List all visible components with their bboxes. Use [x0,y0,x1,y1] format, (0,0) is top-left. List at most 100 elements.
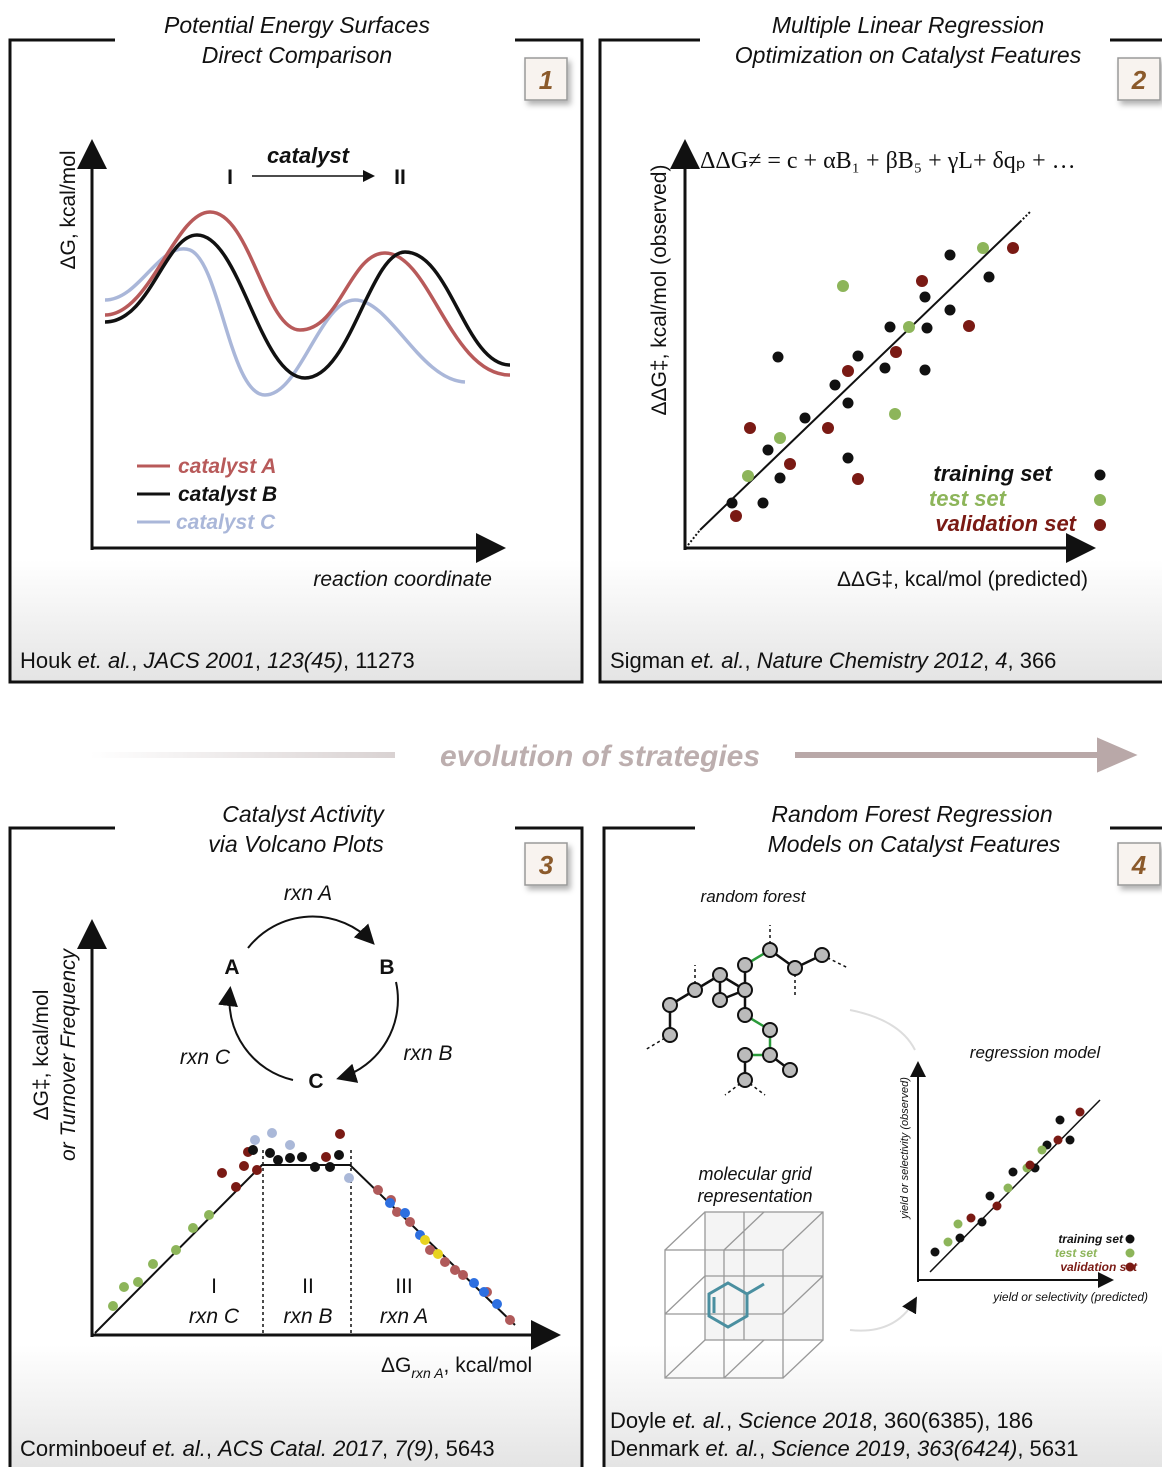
dot [903,321,915,333]
citation-part: , [872,1408,884,1433]
cycle-node: B [379,956,394,979]
legend-label: test set [929,486,1008,511]
dot [920,292,931,303]
graph-node [815,948,829,962]
reaction-label: rxn B [403,1042,452,1065]
dot [239,1161,249,1171]
dot [1095,470,1106,481]
grid-label: representation [697,1186,812,1206]
citation-part: Science [771,1436,849,1461]
graph-node [738,1008,752,1022]
dot [1056,1116,1065,1125]
dot [204,1210,214,1220]
forest-label: random forest [701,887,807,906]
dot [830,380,841,391]
state-label: II [394,166,406,189]
x-axis-label: yield or selectivity (predicted) [992,1290,1148,1304]
citation-part: JACS [143,648,201,673]
dot [1009,1168,1018,1177]
citation: Houk et. al., JACS 2001, 123(45), 11273 [20,648,415,673]
dot [458,1270,468,1280]
citation-part: Houk [20,648,77,673]
figure: 1 2 3 4 Potential Energy Surfaces Direct… [0,0,1162,1467]
dot [758,498,769,509]
strategy-label: evolution of strategies [440,740,760,773]
dot [1126,1235,1135,1244]
legend-label: training set [933,461,1053,486]
citation-part: et. al. [705,1436,759,1461]
y-axis-label: ΔΔG‡, kcal/mol (observed) [648,165,671,416]
dot [945,250,956,261]
dot [133,1277,143,1287]
dot [297,1152,307,1162]
legend-label: validation set [935,511,1077,536]
dot [433,1249,443,1259]
citation-part: 363(6424) [917,1436,1017,1461]
citation-part: 2012 [933,648,983,673]
panel-title: Models on Catalyst Features [768,831,1061,857]
state-label: I [227,166,233,189]
citation-part: , [745,648,757,673]
citation-part: , [905,1436,917,1461]
legend-label: catalyst A [178,455,276,478]
citation-part: , [131,648,143,673]
graph-node [713,968,727,982]
dot [265,1148,275,1158]
dot [373,1185,383,1195]
dot [843,453,854,464]
dot [773,352,784,363]
strategy-arrow-tail [90,752,395,758]
axes [685,145,1090,550]
dot [273,1155,283,1165]
panel-title: via Volcano Plots [208,831,384,857]
dot [1126,1249,1135,1258]
dot [400,1208,410,1218]
citation-part: , [255,648,267,673]
y-axis-label: ΔG‡, kcal/mol [30,990,53,1121]
citation-part: et. al. [691,648,745,673]
dot [843,398,854,409]
graph-node [688,983,702,997]
forest-graph [645,925,848,1095]
dot [853,351,864,362]
arrow-label: catalyst [267,143,351,168]
dot [993,1202,1002,1211]
dot [479,1287,489,1297]
equation: ΔΔG≠ = c + αB₁ + βB₅ + γL+ δqₚ + … [700,148,1076,174]
dot [1076,1108,1085,1117]
dot [505,1315,515,1325]
dot [963,320,975,332]
citation-part: , [382,1436,394,1461]
axes [92,145,500,550]
dot [171,1245,181,1255]
panel-title: Direct Comparison [202,42,392,68]
citation: Sigman et. al., Nature Chemistry 2012, 4… [610,648,1056,673]
dot [822,422,834,434]
dot [954,1220,963,1229]
dot [217,1168,227,1178]
citation-part: , 5631 [1017,1436,1078,1461]
citation-part: , [726,1408,738,1433]
region-label: rxn B [283,1305,332,1328]
dot [492,1299,502,1309]
dot [885,322,896,333]
graph-node [763,1048,777,1062]
dot [1066,1136,1075,1145]
strategy-arrow [795,742,1130,768]
dot [344,1173,354,1183]
citation-part: 360(6385), 186 [884,1408,1033,1433]
citation-part: Corminboeuf [20,1436,152,1461]
citation-part: , [983,648,995,673]
graph-node [738,1048,752,1062]
dot [775,473,786,484]
citation-part: Doyle [610,1408,672,1433]
panel-number: 2 [1131,65,1147,95]
region-label: III [395,1275,413,1298]
dot [774,432,786,444]
model-label: regression model [970,1043,1102,1062]
dot [763,445,774,456]
citation-part: Science [738,1408,816,1433]
dot [945,305,956,316]
dot [730,510,742,522]
dot [1094,494,1106,506]
